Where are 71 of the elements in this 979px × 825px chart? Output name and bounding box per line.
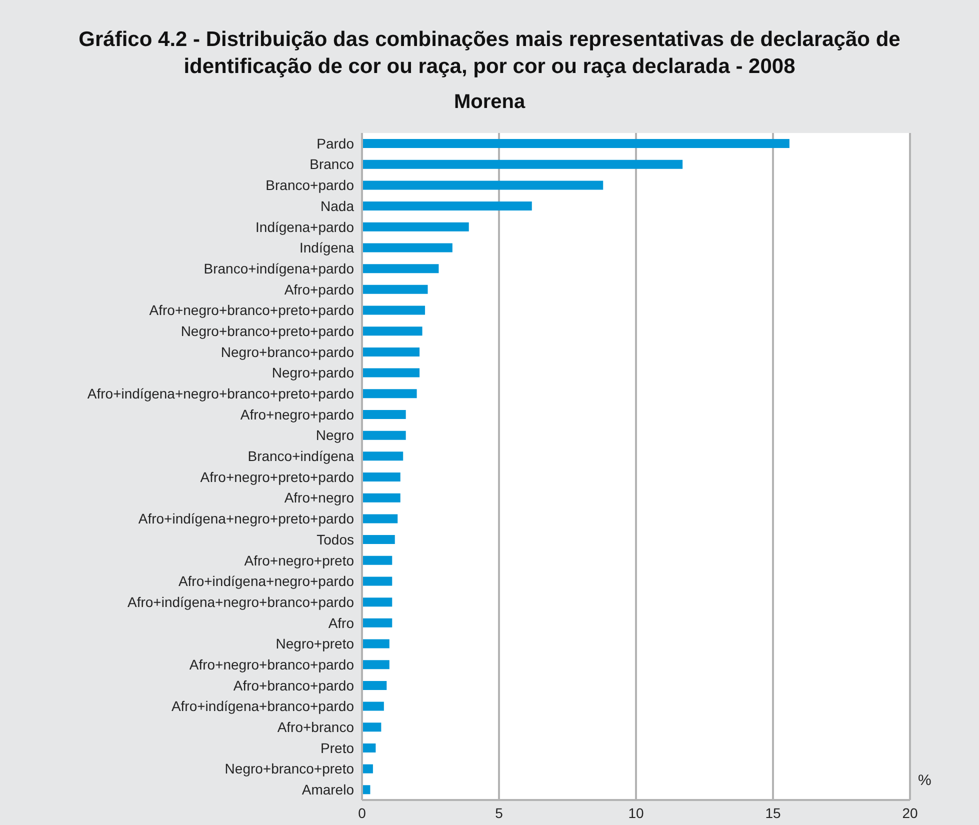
bar: [362, 452, 404, 461]
chart-title: Gráfico 4.2 - Distribuição das combinações mais representativas de declaração de identificação de cor ou raça, por cor ou raça declarada - 2008: [78, 27, 902, 80]
x-tick-label: 5: [495, 804, 504, 821]
x-tick-label: 10: [628, 804, 644, 821]
bar: [362, 368, 420, 378]
bar: [362, 598, 392, 607]
bar: [362, 743, 376, 752]
y-tick-label: Indígena+pardo: [256, 218, 354, 235]
bar: [362, 639, 390, 648]
y-tick-label: Afro+negro+branco+pardo: [189, 656, 354, 672]
bar: [362, 410, 406, 419]
x-tick-label: 20: [902, 804, 918, 821]
bar: [362, 284, 428, 294]
bar: [362, 306, 426, 315]
bar: [362, 722, 382, 732]
y-tick-label: Negro+branco+preto: [224, 760, 354, 777]
x-tick-label: 15: [765, 804, 781, 821]
y-tick-label: Amarelo: [302, 782, 354, 798]
bar: [362, 160, 683, 169]
bar: [362, 202, 532, 211]
y-tick-label: Afro+negro+preto+pardo: [200, 468, 354, 485]
bar: [362, 180, 604, 190]
y-tick-label: Afro+branco+pardo: [233, 677, 354, 694]
y-tick-label: Afro+negro+preto: [244, 552, 354, 568]
y-tick-label: Branco+indígena+pardo: [204, 260, 354, 276]
bar: [362, 680, 387, 690]
y-tick-label: Negro+pardo: [272, 364, 354, 381]
y-tick-label: Afro+indígena+negro+preto+pardo: [138, 510, 354, 527]
y-tick-label: Branco+indígena: [248, 448, 354, 464]
y-tick-label: Afro+indígena+negro+pardo: [178, 573, 354, 590]
bar: [362, 472, 400, 482]
y-tick-label: Afro+branco: [277, 719, 354, 736]
bar: [362, 326, 422, 336]
bar: [362, 243, 452, 252]
bar: [362, 347, 420, 356]
y-tick-label: Preto: [320, 740, 354, 756]
y-tick-label: Afro+negro+pardo: [240, 406, 354, 422]
bar: [362, 660, 390, 670]
bar: [362, 139, 790, 148]
x-tick-label: 0: [358, 804, 366, 821]
y-tick-label: Indígena: [300, 240, 354, 256]
y-tick-label: Afro+negro+branco+preto+pardo: [149, 302, 354, 318]
y-tick-label: Branco+pardo: [266, 177, 354, 194]
y-tick-label: Afro+negro: [284, 490, 354, 506]
bar: [362, 618, 392, 628]
y-tick-label: Afro+pardo: [284, 281, 354, 298]
y-tick-label: Afro: [328, 614, 354, 631]
bar: [362, 430, 406, 440]
y-tick-label: Afro+indígena+negro+branco+preto+pardo: [87, 386, 354, 402]
bar: [362, 264, 439, 274]
y-tick-label: Negro+branco+pardo: [220, 344, 354, 360]
y-tick-label: Negro: [316, 427, 354, 444]
bar: [362, 576, 392, 586]
bar: [362, 535, 395, 544]
y-tick-label: Todos: [316, 531, 354, 548]
y-tick-label: Pardo: [316, 135, 354, 152]
y-tick-label: Nada: [320, 198, 354, 214]
chart-subtitle: Morena: [452, 91, 526, 114]
y-tick-label: Afro+indígena+negro+branco+pardo: [127, 594, 354, 610]
bar: [362, 556, 392, 565]
y-tick-label: Negro+preto: [276, 636, 354, 652]
y-tick-label: Negro+branco+preto+pardo: [180, 322, 354, 339]
bar: [362, 389, 417, 398]
y-tick-label: Branco: [310, 156, 354, 172]
bar: [362, 222, 469, 232]
bar: [362, 764, 373, 774]
bar: [362, 493, 400, 502]
bar: [362, 514, 398, 524]
bar: [362, 702, 384, 711]
y-tick-label: Afro+indígena+branco+pardo: [171, 698, 354, 714]
x-axis-title: %: [918, 772, 932, 789]
